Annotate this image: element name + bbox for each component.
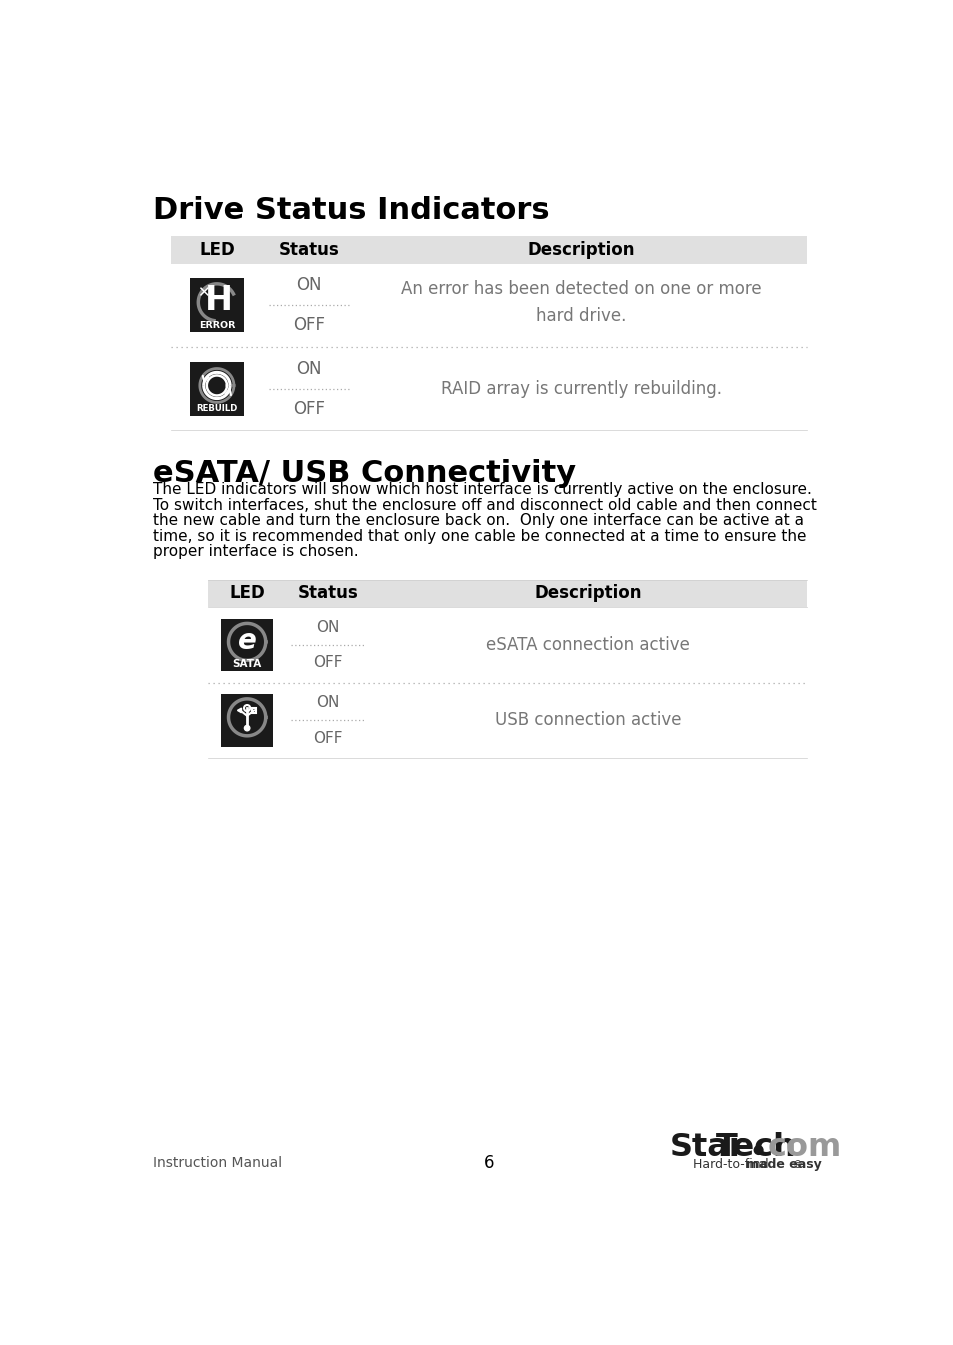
- Text: time, so it is recommended that only one cable be connected at a time to ensure : time, so it is recommended that only one…: [153, 529, 806, 543]
- Text: To switch interfaces, shut the enclosure off and disconnect old cable and then c: To switch interfaces, shut the enclosure…: [153, 498, 817, 512]
- Text: Drive Status Indicators: Drive Status Indicators: [153, 196, 549, 225]
- Bar: [190, 362, 244, 416]
- Bar: [208, 580, 806, 607]
- Text: LED: LED: [199, 241, 234, 260]
- Text: RAID array is currently rebuilding.: RAID array is currently rebuilding.: [440, 379, 720, 398]
- Text: ON: ON: [296, 276, 321, 295]
- Text: LED: LED: [229, 584, 265, 603]
- Text: Hard-to-find: Hard-to-find: [692, 1158, 772, 1171]
- Text: ON: ON: [315, 695, 339, 710]
- Text: Star: Star: [669, 1132, 744, 1163]
- Text: ON: ON: [296, 359, 321, 378]
- Bar: [171, 237, 806, 264]
- Text: eSATA/ USB Connectivity: eSATA/ USB Connectivity: [153, 460, 576, 488]
- Text: made easy: made easy: [745, 1158, 821, 1171]
- Text: ON: ON: [315, 620, 339, 635]
- Bar: [190, 278, 244, 332]
- Text: H: H: [205, 284, 233, 317]
- Text: the new cable and turn the enclosure back on.  Only one interface can be active : the new cable and turn the enclosure bac…: [153, 514, 803, 529]
- Text: REBUILD: REBUILD: [196, 404, 237, 413]
- Text: Description: Description: [534, 584, 641, 603]
- Text: Tech: Tech: [716, 1132, 796, 1163]
- Text: eSATA connection active: eSATA connection active: [486, 636, 689, 654]
- Text: Status: Status: [278, 241, 339, 260]
- Text: USB connection active: USB connection active: [495, 712, 680, 729]
- Text: OFF: OFF: [293, 316, 325, 335]
- Circle shape: [244, 725, 250, 730]
- Text: Instruction Manual: Instruction Manual: [153, 1157, 282, 1170]
- Text: Status: Status: [297, 584, 357, 603]
- Text: OFF: OFF: [313, 655, 342, 670]
- Text: OFF: OFF: [313, 730, 342, 745]
- Text: ERROR: ERROR: [198, 321, 234, 330]
- Bar: [220, 694, 274, 746]
- Text: ®: ®: [792, 1159, 801, 1170]
- Text: Description: Description: [527, 241, 635, 260]
- Text: OFF: OFF: [293, 399, 325, 417]
- Text: com: com: [767, 1132, 841, 1163]
- Bar: [220, 619, 274, 671]
- Circle shape: [753, 1145, 762, 1155]
- Text: An error has been detected on one or more
hard drive.: An error has been detected on one or mor…: [400, 280, 760, 324]
- Text: ✕: ✕: [197, 285, 210, 300]
- Text: e: e: [237, 627, 256, 655]
- Text: 6: 6: [483, 1154, 494, 1173]
- Text: proper interface is chosen.: proper interface is chosen.: [153, 545, 358, 560]
- Text: SATA: SATA: [233, 659, 261, 670]
- Bar: [252, 707, 256, 713]
- Text: The LED indicators will show which host interface is currently active on the enc: The LED indicators will show which host …: [153, 483, 811, 498]
